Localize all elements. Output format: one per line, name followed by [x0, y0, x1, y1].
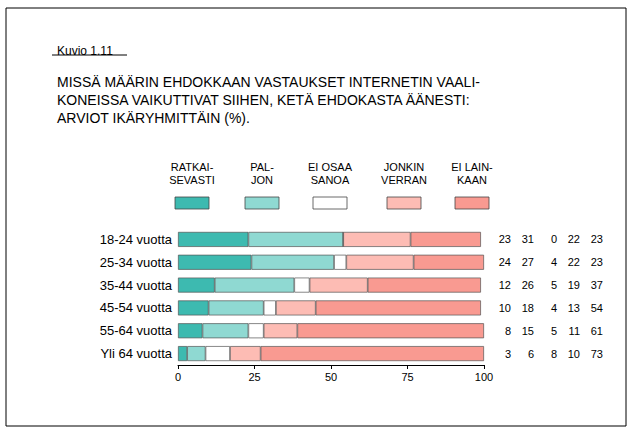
svg-text:4: 4	[551, 302, 557, 314]
svg-text:61: 61	[591, 325, 603, 337]
svg-text:23: 23	[499, 233, 511, 245]
svg-text:25-34 vuotta: 25-34 vuotta	[100, 255, 173, 270]
svg-text:23: 23	[591, 256, 603, 268]
svg-text:10: 10	[568, 348, 580, 360]
svg-text:JONKIN: JONKIN	[384, 161, 424, 173]
svg-text:15: 15	[522, 325, 534, 337]
svg-text:19: 19	[568, 279, 580, 291]
svg-text:JON: JON	[251, 174, 273, 186]
svg-text:KAAN: KAAN	[457, 174, 487, 186]
svg-text:SEVASTI: SEVASTI	[169, 174, 215, 186]
svg-text:8: 8	[551, 348, 557, 360]
svg-text:5: 5	[551, 325, 557, 337]
svg-text:8: 8	[505, 325, 511, 337]
svg-text:35-44 vuotta: 35-44 vuotta	[100, 278, 173, 293]
svg-text:EI LAIN-: EI LAIN-	[451, 161, 493, 173]
svg-text:Kuvio 1.11: Kuvio 1.11	[57, 44, 113, 58]
svg-text:75: 75	[401, 371, 413, 383]
svg-text:73: 73	[591, 348, 603, 360]
svg-text:12: 12	[499, 279, 511, 291]
svg-text:18-24 vuotta: 18-24 vuotta	[100, 232, 173, 247]
svg-text:25: 25	[248, 371, 260, 383]
svg-text:100: 100	[475, 371, 493, 383]
svg-text:6: 6	[528, 348, 534, 360]
svg-text:5: 5	[551, 279, 557, 291]
svg-text:MISSÄ MÄÄRIN EHDOKKAAN VASTAUK: MISSÄ MÄÄRIN EHDOKKAAN VASTAUKSET INTERN…	[57, 74, 480, 90]
svg-text:27: 27	[522, 256, 534, 268]
svg-text:45-54 vuotta: 45-54 vuotta	[100, 300, 173, 315]
svg-text:VERRAN: VERRAN	[381, 174, 427, 186]
svg-text:11: 11	[569, 325, 580, 337]
svg-text:0: 0	[175, 371, 181, 383]
svg-text:18: 18	[522, 302, 534, 314]
svg-text:PAL-: PAL-	[250, 161, 274, 173]
svg-text:13: 13	[568, 302, 580, 314]
svg-text:SANOA: SANOA	[311, 174, 350, 186]
svg-text:3: 3	[505, 348, 511, 360]
svg-text:50: 50	[325, 371, 337, 383]
svg-text:22: 22	[568, 256, 580, 268]
svg-text:23: 23	[591, 233, 603, 245]
svg-text:EI OSAA: EI OSAA	[308, 161, 353, 173]
svg-text:22: 22	[568, 233, 580, 245]
svg-text:ARVIOT IKÄRYHMITTÄIN (%).: ARVIOT IKÄRYHMITTÄIN (%).	[57, 110, 250, 126]
svg-text:RATKAI-: RATKAI-	[171, 161, 214, 173]
svg-text:54: 54	[591, 302, 603, 314]
svg-text:55-64 vuotta: 55-64 vuotta	[100, 323, 173, 338]
svg-text:26: 26	[522, 279, 534, 291]
svg-text:37: 37	[591, 279, 603, 291]
svg-text:24: 24	[499, 256, 511, 268]
svg-text:Yli 64 vuotta: Yli 64 vuotta	[100, 346, 172, 361]
svg-text:0: 0	[551, 233, 557, 245]
svg-text:4: 4	[551, 256, 557, 268]
svg-text:10: 10	[499, 302, 511, 314]
svg-text:31: 31	[522, 233, 534, 245]
svg-text:KONEISSA VAIKUTTIVAT SIIHEN, K: KONEISSA VAIKUTTIVAT SIIHEN, KETÄ EHDOKA…	[57, 92, 470, 108]
